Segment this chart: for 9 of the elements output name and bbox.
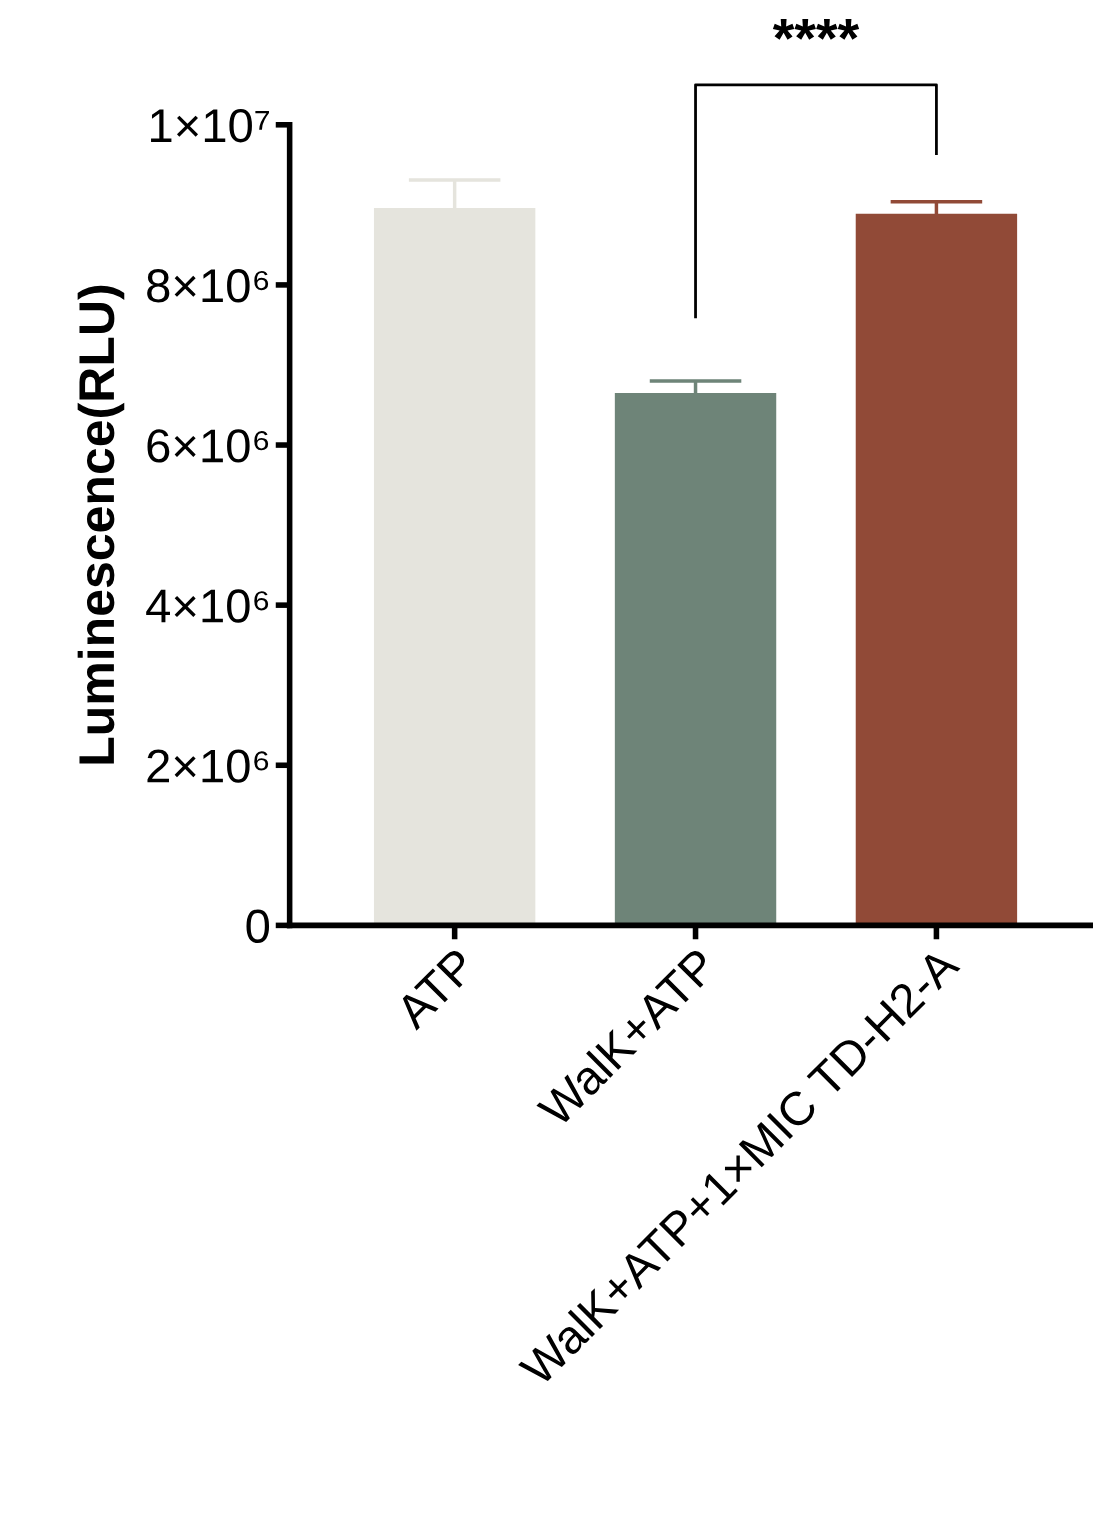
x-tick-label: ATP [393,947,478,1031]
y-tick-label: 8×10⁶ [147,269,269,303]
y-tick-label: 6×10⁶ [147,429,269,463]
y-axis-title: Luminescence(RLU) [77,285,125,764]
y-tick-label: 0 [246,909,270,943]
y-tick-label: 4×10⁶ [146,589,269,623]
y-tick-label: 1×10⁷ [151,108,269,143]
y-tick-label: 2×10⁶ [147,749,269,783]
text: **** [772,19,860,40]
